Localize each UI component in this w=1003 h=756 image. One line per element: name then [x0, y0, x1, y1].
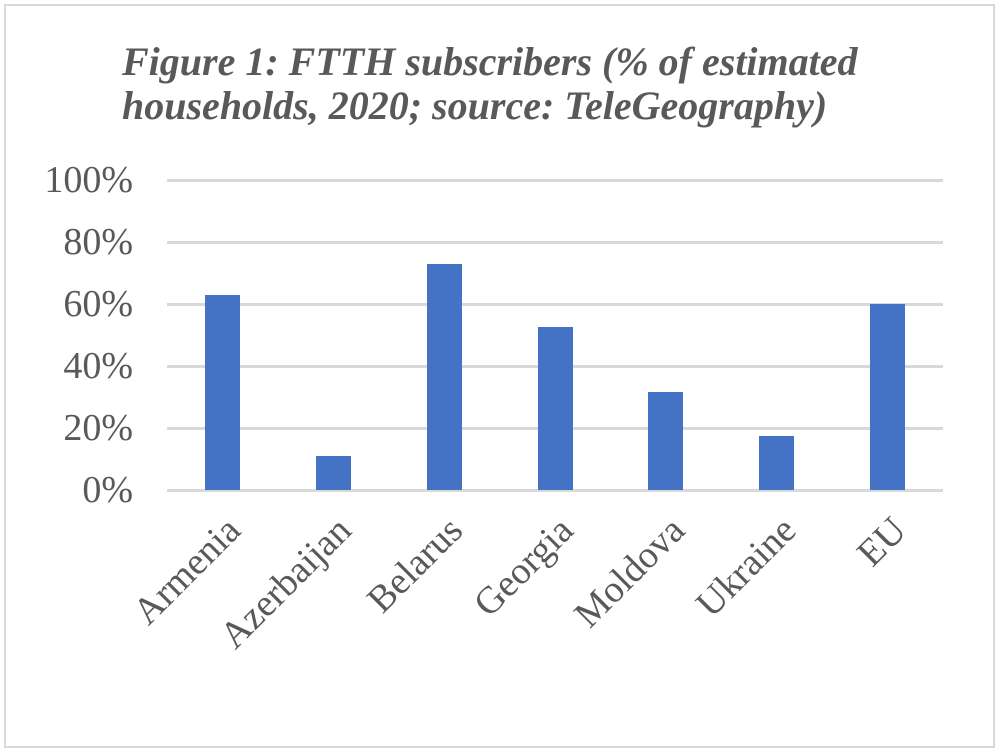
y-tick-label: 40% [63, 345, 133, 387]
bar-georgia [537, 327, 573, 490]
bar-moldova [648, 392, 684, 490]
y-tick-label: 100% [44, 159, 133, 201]
bar-armenia [204, 294, 240, 490]
bar-azerbaijan [315, 455, 351, 490]
bar-ukraine [759, 435, 795, 490]
y-tick-label: 0% [82, 469, 133, 511]
y-tick-label: 20% [63, 407, 133, 449]
gridline [167, 241, 943, 244]
gridline [167, 179, 943, 182]
chart-frame [4, 4, 995, 748]
chart-title-line-1: Figure 1: FTTH subscribers (% of estimat… [122, 39, 858, 84]
y-tick-label: 60% [63, 283, 133, 325]
chart-title-line-2: households, 2020; source: TeleGeography) [122, 83, 828, 128]
gridline [167, 489, 943, 492]
chart-title: Figure 1: FTTH subscribers (% of estimat… [122, 40, 942, 128]
bar-eu [870, 304, 906, 490]
bar-belarus [426, 263, 462, 490]
y-tick-label: 80% [63, 221, 133, 263]
gridline [167, 303, 943, 306]
